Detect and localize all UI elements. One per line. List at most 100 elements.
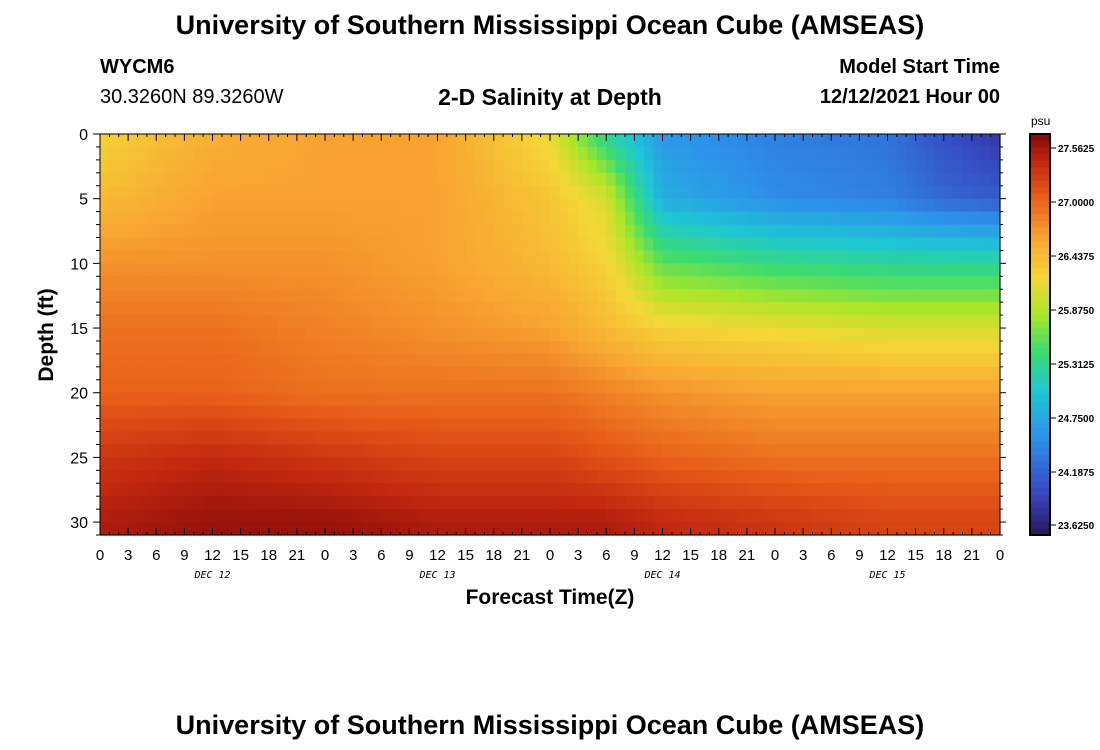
heatmap-cell — [896, 263, 907, 277]
heatmap-cell — [278, 392, 289, 407]
heatmap-cell — [250, 198, 260, 213]
heatmap-cell — [362, 444, 373, 458]
colorbar-swatch — [1030, 327, 1050, 336]
heatmap-cell — [709, 289, 720, 303]
heatmap-cell — [981, 353, 992, 368]
heatmap-cell — [756, 172, 767, 187]
heatmap-cell — [578, 457, 589, 471]
heatmap-cell — [587, 340, 598, 355]
heatmap-cell — [690, 224, 701, 239]
heatmap-cell — [925, 263, 935, 277]
heatmap-cell — [334, 340, 345, 355]
heatmap-cell — [718, 172, 729, 187]
heatmap-cell — [315, 444, 326, 458]
heatmap-cell — [268, 366, 279, 381]
heatmap-cell — [550, 405, 560, 420]
heatmap-cell — [606, 457, 617, 471]
heatmap-cell — [503, 302, 514, 316]
heatmap-cell — [671, 470, 682, 484]
heatmap-cell — [709, 483, 720, 497]
heatmap-cell — [381, 483, 392, 497]
heatmap-cell — [390, 302, 401, 316]
heatmap-cell — [690, 172, 701, 187]
heatmap-cell — [990, 224, 1001, 239]
heatmap-cell — [353, 146, 364, 161]
heatmap-cell — [128, 418, 139, 433]
heatmap-cell — [690, 405, 701, 420]
heatmap-cell — [981, 444, 992, 458]
heatmap-cell — [521, 379, 532, 394]
heatmap-cell — [165, 276, 176, 290]
colorbar-swatch — [1030, 387, 1050, 396]
heatmap-cell — [100, 263, 110, 277]
heatmap-cell — [325, 483, 335, 497]
heatmap-cell — [934, 509, 945, 523]
heatmap-cell — [681, 444, 692, 458]
heatmap-cell — [343, 237, 354, 252]
heatmap-cell — [353, 392, 364, 407]
heatmap-cell — [306, 444, 317, 458]
heatmap-cell — [550, 302, 560, 316]
heatmap-cell — [756, 146, 767, 161]
heatmap-cell — [943, 405, 954, 420]
heatmap-cell — [746, 250, 757, 264]
heatmap-cell — [465, 340, 476, 355]
heatmap-cell — [550, 185, 560, 200]
heatmap-cell — [878, 146, 889, 161]
heatmap-cell — [606, 379, 617, 394]
heatmap-cell — [146, 276, 157, 290]
heatmap-cell — [278, 159, 289, 174]
heatmap-cell — [306, 509, 317, 523]
heatmap-cell — [109, 315, 120, 329]
x-tick-label: 3 — [124, 547, 132, 564]
heatmap-cell — [615, 250, 626, 264]
heatmap-cell — [812, 328, 823, 342]
heatmap-cell — [756, 224, 767, 239]
heatmap-cell — [371, 185, 382, 200]
heatmap-cell — [859, 457, 870, 471]
heatmap-cell — [943, 185, 954, 200]
heatmap-cell — [821, 470, 832, 484]
heatmap-cell — [906, 379, 917, 394]
heatmap-cell — [934, 185, 945, 200]
heatmap-cell — [203, 418, 214, 433]
heatmap-cell — [315, 302, 326, 316]
heatmap-cell — [934, 302, 945, 316]
heatmap-cell — [728, 431, 739, 446]
heatmap-cell — [503, 211, 514, 226]
heatmap-cell — [371, 496, 382, 510]
heatmap-cell — [362, 405, 373, 420]
heatmap-cell — [493, 237, 504, 252]
heatmap-cell — [296, 134, 307, 148]
heatmap-cell — [221, 315, 232, 329]
heatmap-cell — [315, 431, 326, 446]
heatmap-cell — [831, 289, 842, 303]
heatmap-cell — [906, 315, 917, 329]
heatmap-cell — [953, 366, 964, 381]
heatmap-cell — [156, 134, 167, 148]
heatmap-cell — [906, 366, 917, 381]
heatmap-cell — [953, 483, 964, 497]
heatmap-cell — [362, 353, 373, 368]
heatmap-cell — [568, 302, 579, 316]
heatmap-cell — [718, 250, 729, 264]
heatmap-cell — [643, 366, 654, 381]
heatmap-cell — [278, 315, 289, 329]
heatmap-cell — [559, 263, 570, 277]
heatmap-cell — [184, 198, 195, 213]
heatmap-cell — [878, 172, 889, 187]
heatmap-cell — [221, 405, 232, 420]
heatmap-cell — [325, 353, 335, 368]
heatmap-cell — [250, 302, 260, 316]
heatmap-cell — [512, 379, 523, 394]
heatmap-cell — [971, 276, 982, 290]
heatmap-cell — [315, 457, 326, 471]
heatmap-cell — [212, 198, 223, 213]
heatmap-cell — [390, 340, 401, 355]
heatmap-cell — [559, 172, 570, 187]
heatmap-cell — [268, 315, 279, 329]
heatmap-cell — [325, 185, 335, 200]
heatmap-cell — [512, 328, 523, 342]
heatmap-cell — [381, 224, 392, 239]
heatmap-cell — [531, 483, 542, 497]
